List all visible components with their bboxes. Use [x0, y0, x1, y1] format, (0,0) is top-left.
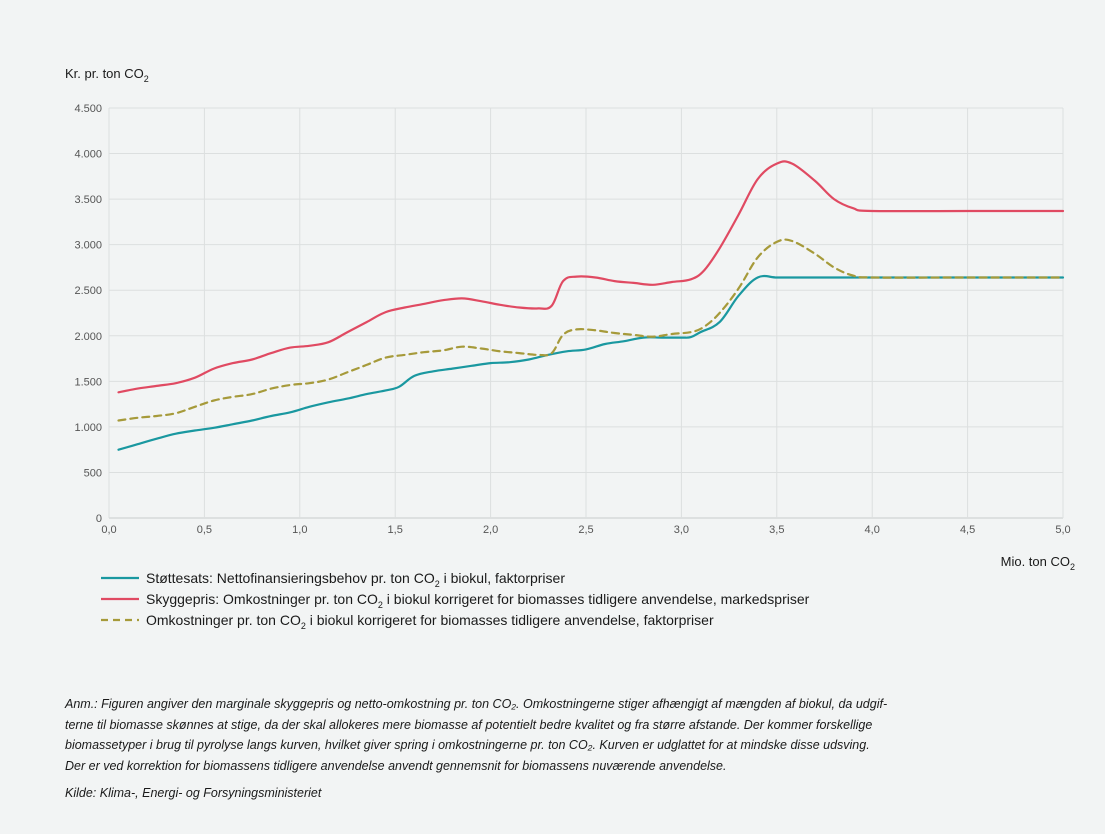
x-tick-label: 4,0: [865, 524, 880, 536]
x-axis-ticks: 0,0 0,5 1,0 1,5 2,0 2,5 3,0 3,5 4,0 4,5 5,0: [101, 524, 1070, 536]
y-axis-title: Kr. pr. ton CO2: [65, 66, 149, 84]
y-tick-label: 3.500: [74, 194, 102, 206]
x-tick-label: 3,0: [674, 524, 689, 536]
y-tick-label: 1.000: [74, 422, 102, 434]
series-line-skyggepris: [117, 160, 1065, 394]
y-tick-label: 3.000: [74, 240, 102, 252]
y-tick-label: 2.500: [74, 285, 102, 297]
note-line: Der er ved korrektion for biomassens tid…: [65, 758, 727, 773]
note-line: biomassetyper i brug til pyrolyse langs …: [65, 738, 870, 752]
note-line: Anm.: Figuren angiver den marginale skyg…: [65, 697, 888, 711]
x-tick-label: 0,0: [101, 524, 116, 536]
x-tick-label: 1,5: [388, 524, 403, 536]
y-tick-label: 1.500: [74, 376, 102, 388]
x-tick-label: 1,0: [292, 524, 307, 536]
y-tick-label: 500: [84, 467, 102, 479]
x-tick-label: 3,5: [769, 524, 784, 536]
y-tick-label: 4.000: [74, 149, 102, 161]
x-tick-label: 0,5: [197, 524, 212, 536]
series-group: [117, 160, 1065, 451]
series-line-stottesats: [117, 274, 1065, 451]
y-tick-label: 0: [96, 513, 102, 525]
figure-note: Anm.: Figuren angiver den marginale skyg…: [65, 694, 1075, 776]
x-tick-label: 5,0: [1055, 524, 1070, 536]
legend-label-stottesats: Støttesats: Nettofinansieringsbehov pr. …: [146, 570, 565, 589]
x-tick-label: 4,5: [960, 524, 975, 536]
note-line: terne til biomasse skønnes at stige, da …: [65, 717, 873, 732]
series-line-omkostninger: [117, 238, 1065, 422]
y-axis-ticks: 0 500 1.000 1.500 2.000 2.500 3.000 3.500 4.000 4…: [74, 103, 102, 525]
line-chart: 0 500 1.000 1.500 2.000 2.500 3.000 3.500 4.000 4…: [65, 66, 1075, 631]
x-tick-label: 2,0: [483, 524, 498, 536]
x-axis-title: Mio. ton CO2: [1001, 554, 1075, 572]
y-tick-label: 2.000: [74, 331, 102, 343]
legend-label-skyggepris: Skyggepris: Omkostninger pr. ton CO2 i b…: [146, 591, 810, 610]
legend: Støttesats: Nettofinansieringsbehov pr. …: [101, 570, 810, 631]
grid: [108, 107, 1064, 519]
legend-label-omkostninger: Omkostninger pr. ton CO2 i biokul korrig…: [146, 612, 714, 631]
source-text: Kilde: Klima-, Energi- og Forsyningsmini…: [65, 786, 322, 800]
x-tick-label: 2,5: [578, 524, 593, 536]
y-tick-label: 4.500: [74, 103, 102, 115]
